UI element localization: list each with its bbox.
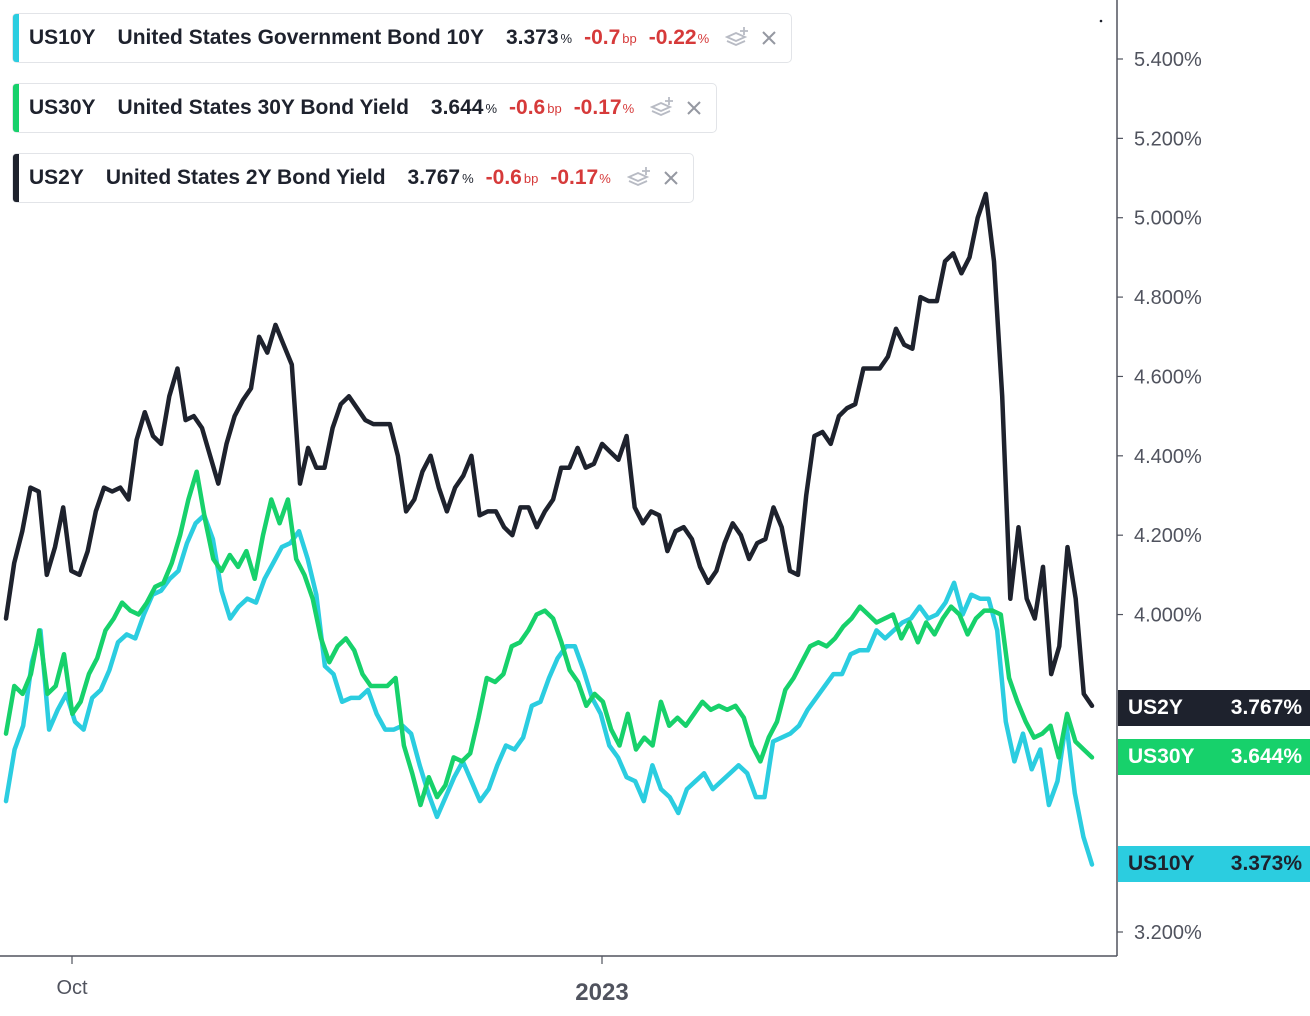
price-tag-value: 3.767% <box>1230 696 1302 719</box>
legend-unit: % <box>462 170 474 186</box>
legend-swatch <box>13 154 19 202</box>
bp-unit: bp <box>523 170 539 186</box>
legend-symbol[interactable]: US30Y <box>29 96 96 119</box>
pct-unit: % <box>697 30 710 46</box>
legend-change-bp: -0.7 <box>584 26 621 49</box>
legend-name: United States 30Y Bond Yield <box>117 96 409 119</box>
series-line-us2y <box>3 191 1095 709</box>
price-tag-symbol: US30Y <box>1128 745 1195 768</box>
y-tick-label: 5.000% <box>1134 208 1202 230</box>
legend-change-bp: -0.6 <box>485 166 522 189</box>
price-tag-value: 3.644% <box>1230 745 1302 768</box>
y-tick-label: 5.400% <box>1134 49 1202 71</box>
legend-unit: % <box>485 100 498 116</box>
legend-name: United States 2Y Bond Yield <box>105 166 386 189</box>
series-layer <box>3 191 1095 867</box>
legend-row-us2y[interactable]: US2Y United States 2Y Bond Yield 3.767 %… <box>12 153 694 203</box>
legend-swatch <box>13 14 19 62</box>
legend-change-pct: -0.22 <box>648 26 697 49</box>
layers-add-icon[interactable] <box>650 96 674 120</box>
legend-value: 3.373 <box>505 26 559 49</box>
x-tick-label: Oct <box>56 977 88 999</box>
close-icon[interactable] <box>661 168 681 188</box>
series-line-us10y <box>3 513 1095 867</box>
legend-name: United States Government Bond 10Y <box>117 26 484 49</box>
price-tag-value: 3.373% <box>1230 852 1302 875</box>
y-tick-label: 4.200% <box>1134 525 1202 547</box>
price-tag-us30y: US30Y 3.644% <box>1118 739 1310 775</box>
y-tick-label: 3.200% <box>1134 922 1202 944</box>
ticks-layer: 3.200% 4.000% 4.200% 4.400% 4.600% 4.800% 5.00… <box>56 49 1202 1006</box>
layers-add-icon[interactable] <box>626 166 651 190</box>
layers-add-icon[interactable] <box>725 26 749 50</box>
legend-unit: % <box>560 30 573 46</box>
pct-unit: % <box>622 100 635 116</box>
dot-marker <box>1099 19 1103 23</box>
y-tick-label: 4.800% <box>1134 287 1202 309</box>
pct-unit: % <box>599 170 611 186</box>
legend-change-pct: -0.17 <box>573 96 622 119</box>
legend-row-us10y[interactable]: US10Y United States Government Bond 10Y … <box>12 13 793 63</box>
y-tick-label: 4.400% <box>1134 446 1202 468</box>
legend-value: 3.767 <box>407 166 461 189</box>
legend-row-us30y[interactable]: US30Y United States 30Y Bond Yield 3.644… <box>12 83 718 133</box>
legend-symbol[interactable]: US10Y <box>29 26 96 49</box>
close-icon[interactable] <box>759 28 779 48</box>
y-tick-label: 4.000% <box>1134 605 1202 627</box>
legend-swatch <box>13 84 19 132</box>
price-tag-us2y: US2Y 3.767% <box>1118 690 1310 726</box>
price-tag-symbol: US2Y <box>1128 696 1183 719</box>
close-icon[interactable] <box>684 98 704 118</box>
x-tick-label: 2023 <box>575 979 628 1006</box>
y-tick-label: 4.600% <box>1134 366 1202 388</box>
legend-change-bp: -0.6 <box>509 96 546 119</box>
price-tag-us10y: US10Y 3.373% <box>1118 846 1310 882</box>
legend-value: 3.644 <box>430 96 484 119</box>
y-tick-label: 5.200% <box>1134 128 1202 150</box>
bp-unit: bp <box>622 30 637 46</box>
series-line-us30y <box>3 469 1095 808</box>
legend-symbol[interactable]: US2Y <box>29 166 84 189</box>
legend-change-pct: -0.17 <box>550 166 599 189</box>
price-tag-symbol: US10Y <box>1128 852 1195 875</box>
bp-unit: bp <box>547 100 562 116</box>
